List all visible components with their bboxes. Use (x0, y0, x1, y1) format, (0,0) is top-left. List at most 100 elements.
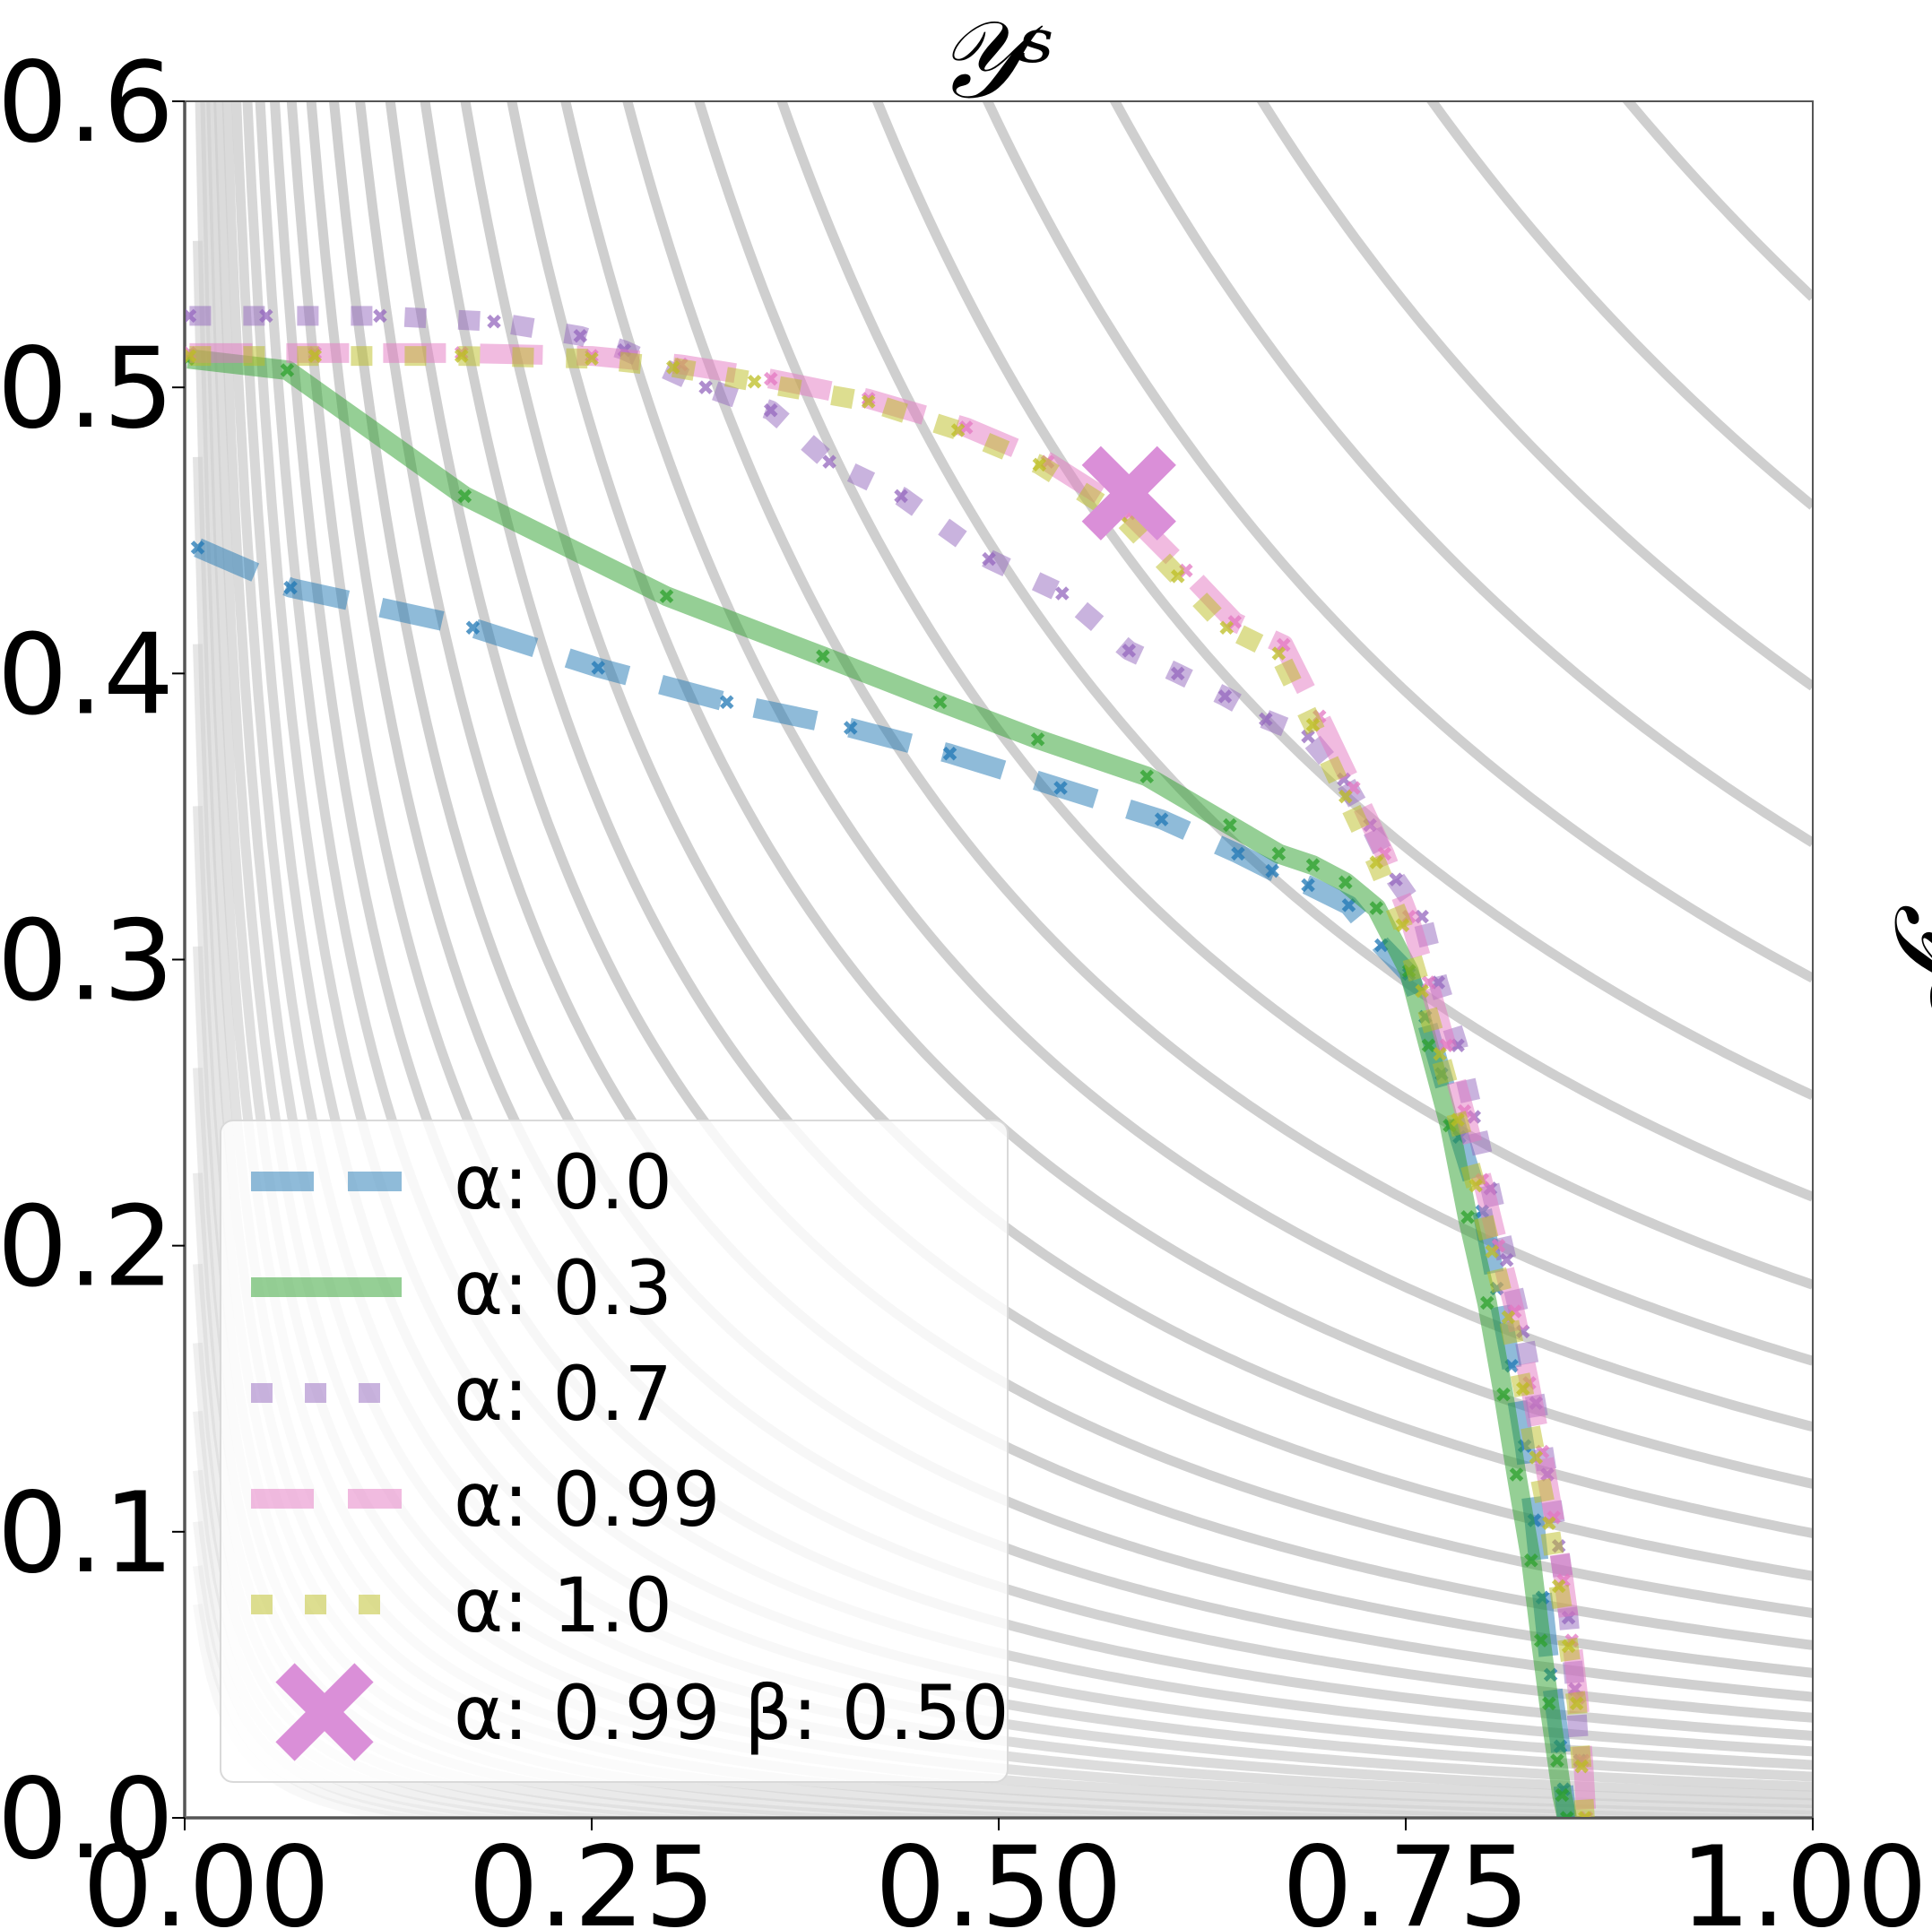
series-point-4-2 (454, 349, 469, 363)
contour-line-4 (193, 1469, 589, 1818)
series-point-4-20 (1468, 1178, 1483, 1193)
series-point-4-23 (1515, 1381, 1530, 1397)
series-point-4-14 (1339, 789, 1353, 804)
contour-line-39 (1256, 101, 1813, 691)
legend-label-0: α: 0.0 (454, 1138, 672, 1226)
series-point-2-12 (1122, 644, 1137, 658)
series-point-1-20 (1524, 1553, 1538, 1568)
series-point-3-5 (763, 371, 778, 386)
series-point-0-3 (591, 661, 606, 675)
series-point-1-9 (1271, 846, 1287, 861)
series-point-2-0 (185, 308, 197, 324)
series-point-1-24 (1555, 1787, 1570, 1803)
series-point-1-19 (1509, 1467, 1524, 1482)
series-point-0-2 (465, 620, 481, 636)
series-point-2-8 (822, 454, 836, 469)
series-point-3-7 (958, 420, 974, 435)
series-4 (185, 346, 1595, 1818)
series-point-4-30 (1577, 1811, 1592, 1818)
series-point-0-1 (283, 580, 298, 595)
series-point-1-10 (1305, 858, 1321, 872)
series-point-2-3 (487, 314, 501, 329)
series-point-4-25 (1542, 1516, 1556, 1531)
series-point-4-29 (1574, 1759, 1589, 1774)
series-point-4-24 (1529, 1450, 1544, 1465)
x-tick-label-3: 0.75 (1282, 1823, 1529, 1929)
x-tick-label-2: 0.50 (875, 1823, 1122, 1929)
contour-line-7 (193, 1263, 818, 1818)
series-point-2-9 (894, 489, 908, 504)
series-point-2-14 (1217, 689, 1233, 704)
series-point-1-8 (1223, 817, 1237, 833)
series-point-0-11 (1301, 878, 1315, 893)
series-point-4-17 (1415, 983, 1429, 999)
series-point-1-16 (1460, 1209, 1475, 1224)
series-point-1-5 (932, 695, 948, 710)
series-point-1-14 (1421, 1038, 1436, 1053)
y-tick-label-5: 0.5 (0, 324, 174, 454)
series-point-4-7 (950, 423, 966, 437)
y-tick-label-2: 0.2 (0, 1183, 174, 1312)
axis-ticks: 0.00 0.25 0.50 0.75 1.00 0.0 0.1 0.2 0.3 0.4 0.5 0.… (0, 39, 1928, 1929)
series-point-2-2 (373, 308, 387, 324)
contour-line-29 (420, 101, 1813, 1581)
x-axis-title: 𝒴ˢ (935, 0, 1056, 123)
series-point-4-26 (1551, 1579, 1566, 1594)
series-point-1-4 (816, 649, 830, 663)
series-point-0-6 (942, 746, 957, 761)
x-tick-label-0: 0.00 (82, 1823, 330, 1929)
legend-label-4: α: 1.0 (454, 1561, 672, 1649)
series-point-2-13 (1170, 666, 1185, 681)
series-point-1-2 (457, 489, 472, 504)
series-point-0-10 (1265, 863, 1279, 878)
series-point-2-11 (1055, 586, 1070, 601)
contour-line-35 (776, 101, 1813, 1202)
series-point-2-6 (698, 380, 713, 394)
contour-line-34 (694, 101, 1813, 1290)
series-point-0-5 (843, 721, 858, 735)
series-point-4-13 (1305, 718, 1321, 732)
y-tick-label-0: 0.0 (0, 1755, 174, 1884)
series-point-2-10 (982, 551, 996, 567)
series-point-0-0 (190, 541, 205, 555)
series-point-0-7 (1053, 781, 1068, 795)
series-point-1-22 (1542, 1696, 1556, 1711)
x-tick-label-4: 1.00 (1680, 1823, 1928, 1929)
y-tick-label-3: 0.3 (0, 897, 174, 1026)
legend-swatch-highlight (275, 1663, 374, 1761)
series-point-1-7 (1139, 769, 1155, 784)
series-point-2-19 (1389, 872, 1403, 887)
series-point-4-19 (1451, 1112, 1465, 1127)
contour-line-5 (193, 1411, 654, 1818)
series-layer (185, 306, 1597, 1818)
highlight-point-marker (1081, 445, 1176, 541)
series-1 (185, 349, 1577, 1818)
series-point-4-15 (1369, 855, 1384, 869)
contour-line-33 (622, 101, 1813, 1366)
y-tick-label-1: 0.1 (0, 1469, 174, 1598)
contour-line-30 (460, 101, 1813, 1538)
series-point-4-5 (747, 375, 762, 389)
series-point-2-25 (1499, 1252, 1514, 1267)
legend-label-highlight: α: 0.99 β: 0.50 (454, 1669, 1009, 1757)
y-tick-label-6: 0.6 (0, 39, 174, 168)
series-point-4-22 (1501, 1310, 1516, 1325)
contour-line-37 (982, 101, 1813, 983)
series-point-0-8 (1154, 812, 1169, 826)
series-point-0-9 (1231, 846, 1245, 861)
series-point-4-27 (1561, 1639, 1576, 1654)
highlight-layer (1081, 445, 1176, 541)
series-point-3-12 (1277, 637, 1291, 653)
series-point-1-18 (1496, 1387, 1511, 1402)
series-point-1-6 (1030, 731, 1045, 747)
series-point-4-3 (585, 351, 599, 367)
series-point-0-4 (719, 695, 734, 710)
series-point-4-18 (1433, 1047, 1447, 1061)
contour-line-36 (871, 101, 1813, 1101)
series-point-1-21 (1533, 1633, 1548, 1648)
series-point-2-15 (1259, 712, 1273, 727)
y-tick-label-4: 0.4 (0, 610, 174, 740)
contour-line-41 (1622, 101, 1813, 301)
contour-line-38 (1109, 101, 1813, 847)
